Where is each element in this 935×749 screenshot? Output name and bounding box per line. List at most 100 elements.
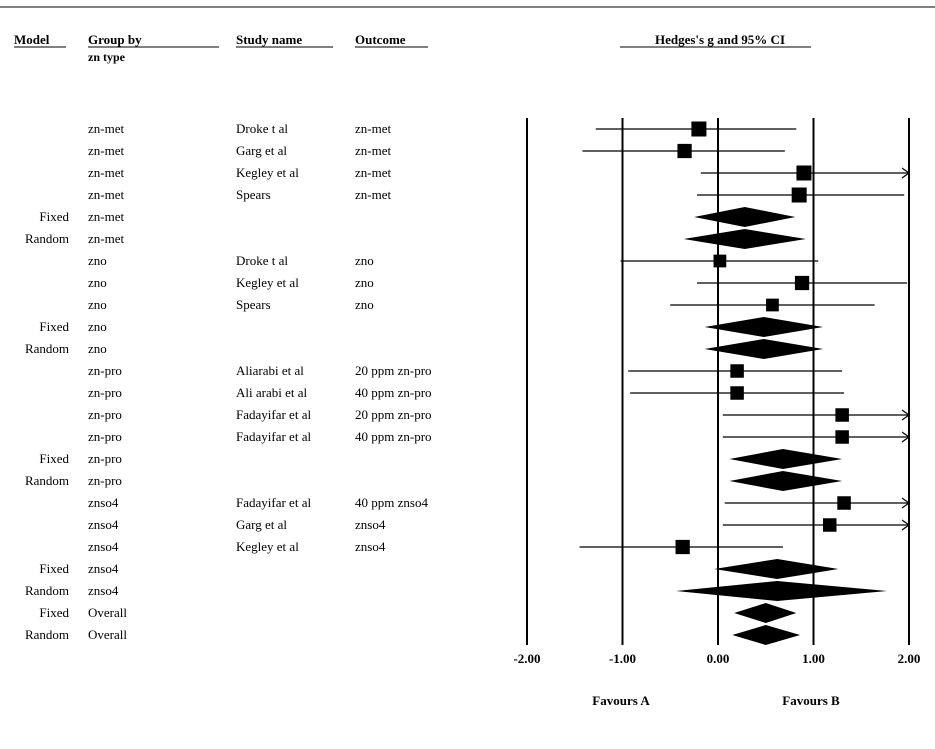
point-estimate	[835, 408, 849, 422]
row-group: znso4	[88, 561, 119, 576]
row-group: Overall	[88, 627, 127, 642]
summary-diamond	[734, 603, 797, 623]
row-model: Random	[25, 583, 69, 598]
forest-row: Fixed zno	[39, 317, 824, 337]
x-tick-label: -2.00	[513, 651, 540, 666]
row-study: Spears	[236, 187, 271, 202]
row-study: Aliarabi et al	[236, 363, 304, 378]
forest-row: zn-pro Aliarabi et al 20 ppm zn-pro	[88, 363, 843, 378]
row-model: Random	[25, 627, 69, 642]
row-model: Fixed	[39, 209, 69, 224]
row-group: zn-pro	[88, 429, 122, 444]
ci-arrow	[901, 167, 911, 179]
ci-arrow	[901, 409, 911, 421]
row-outcome: zn-met	[355, 187, 391, 202]
row-study: Fadayifar et al	[236, 429, 311, 444]
row-study: Garg et al	[236, 143, 287, 158]
row-group: Overall	[88, 605, 127, 620]
ci-arrow	[901, 519, 911, 531]
row-group: zno	[88, 275, 107, 290]
row-study: Kegley et al	[236, 275, 299, 290]
summary-diamond	[694, 207, 796, 227]
forest-rows: zn-met Droke t al zn-met zn-met Garg et al zn…	[25, 121, 911, 645]
row-study: Fadayifar et al	[236, 407, 311, 422]
row-outcome: zn-met	[355, 143, 391, 158]
forest-row: Fixed Overall	[39, 603, 797, 623]
row-group: znso4	[88, 583, 119, 598]
summary-diamond	[729, 471, 843, 491]
row-outcome: 40 ppm znso4	[355, 495, 428, 510]
row-group: zn-met	[88, 121, 124, 136]
summary-diamond	[714, 559, 839, 579]
row-study: Ali arabi et al	[236, 385, 307, 400]
row-outcome: znso4	[355, 539, 386, 554]
summary-diamond	[729, 449, 843, 469]
x-tick-label: 2.00	[898, 651, 921, 666]
forest-row: Random znso4	[25, 581, 888, 601]
forest-row: zno Spears zno	[88, 297, 875, 312]
row-group: zn-met	[88, 187, 124, 202]
point-estimate	[730, 364, 744, 378]
x-tick-label: -1.00	[609, 651, 636, 666]
row-study: Kegley et al	[236, 165, 299, 180]
forest-row: Random zn-met	[25, 229, 806, 249]
forest-row: zn-pro Ali arabi et al 40 ppm zn-pro	[88, 385, 845, 400]
header-outcome: Outcome	[355, 32, 406, 47]
row-group: zn-pro	[88, 473, 122, 488]
summary-diamond	[704, 339, 824, 359]
row-model: Fixed	[39, 319, 69, 334]
row-group: zn-pro	[88, 451, 122, 466]
header-model: Model	[14, 32, 50, 47]
row-outcome: zn-met	[355, 121, 391, 136]
row-model: Fixed	[39, 605, 69, 620]
row-outcome: zn-met	[355, 165, 391, 180]
footer-favours-b: Favours B	[782, 693, 840, 708]
forest-row: znso4 Kegley et al znso4	[88, 539, 783, 555]
x-axis-ticks: -2.00 -1.00 0.00 1.00 2.00	[513, 651, 920, 666]
row-group: zn-pro	[88, 363, 122, 378]
row-model: Random	[25, 473, 69, 488]
ci-arrow	[901, 497, 911, 509]
forest-row: zn-pro Fadayifar et al 20 ppm zn-pro	[88, 407, 911, 422]
row-model: Fixed	[39, 451, 69, 466]
forest-row: zn-met Spears zn-met	[88, 187, 905, 203]
row-model: Fixed	[39, 561, 69, 576]
row-outcome: 40 ppm zn-pro	[355, 429, 432, 444]
point-estimate	[791, 187, 807, 203]
row-group: zn-pro	[88, 407, 122, 422]
x-tick-label: 1.00	[802, 651, 825, 666]
row-group: znso4	[88, 495, 119, 510]
row-outcome: zno	[355, 297, 374, 312]
row-model: Random	[25, 341, 69, 356]
x-tick-label: 0.00	[707, 651, 730, 666]
chart-title: Hedges's g and 95% CI	[655, 32, 785, 47]
row-outcome: zno	[355, 275, 374, 290]
point-estimate	[766, 298, 779, 312]
forest-row: zn-met Droke t al zn-met	[88, 121, 797, 137]
forest-row: zn-met Garg et al zn-met	[88, 143, 785, 159]
row-group: zno	[88, 297, 107, 312]
row-group: zn-met	[88, 165, 124, 180]
row-group: zn-pro	[88, 385, 122, 400]
forest-row: znso4 Garg et al znso4	[88, 517, 911, 532]
summary-diamond	[732, 625, 801, 645]
point-estimate	[730, 386, 744, 400]
row-study: Fadayifar et al	[236, 495, 311, 510]
forest-row: Fixed znso4	[39, 559, 839, 579]
point-estimate	[691, 121, 707, 137]
header-group-by-sub: zn type	[88, 50, 126, 64]
forest-row: zno Kegley et al zno	[88, 275, 908, 291]
row-study: Kegley et al	[236, 539, 299, 554]
row-study: Droke t al	[236, 121, 288, 136]
row-outcome: znso4	[355, 517, 386, 532]
forest-row: zn-met Kegley et al zn-met	[88, 165, 911, 181]
point-estimate	[794, 275, 810, 291]
summary-diamond	[704, 317, 824, 337]
row-model: Random	[25, 231, 69, 246]
summary-diamond	[675, 581, 888, 601]
reference-lines	[526, 118, 910, 645]
row-group: znso4	[88, 539, 119, 554]
forest-row: zn-pro Fadayifar et al 40 ppm zn-pro	[88, 429, 911, 444]
row-group: zno	[88, 341, 107, 356]
header-group-by: Group by	[88, 32, 142, 47]
